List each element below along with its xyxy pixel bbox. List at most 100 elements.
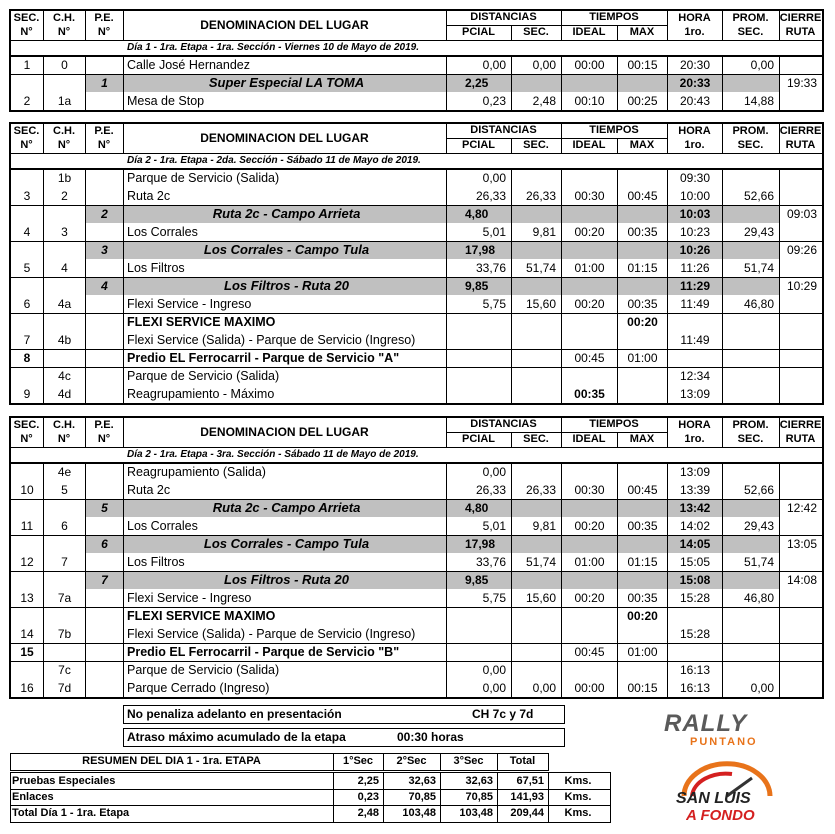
header-label: PCIAL	[462, 139, 495, 151]
header-label: C.H.	[53, 12, 75, 24]
cell-text: Los Filtros - Ruta 20	[224, 572, 349, 587]
header-label: N°	[20, 26, 33, 38]
header-label: DENOMINACION DEL LUGAR	[200, 131, 369, 145]
cell-text: 10:03	[679, 207, 711, 221]
cell-text: 4e	[57, 465, 72, 479]
cell-border	[497, 753, 549, 771]
cell-text: 9,81	[532, 225, 556, 239]
cell-text: 5,75	[482, 591, 506, 605]
cell-text: 4	[61, 261, 68, 275]
summary-cell: 32,63	[408, 775, 436, 787]
cell-text: 12	[20, 555, 34, 569]
header-label: N°	[97, 139, 111, 151]
cell-text: 00:00	[574, 58, 605, 72]
header-label: TIEMPOS	[589, 11, 639, 23]
cell-text: 20:33	[679, 76, 711, 90]
cell-text: 00:20	[574, 591, 605, 605]
cell-text: 5,01	[482, 225, 506, 239]
cell-text: Ruta 2c - Campo Arrieta	[212, 206, 361, 221]
summary-header: Total	[509, 755, 536, 767]
cell-text: 1b	[57, 171, 72, 185]
cell-text: 3	[61, 225, 68, 239]
header-label: PROM.	[732, 125, 769, 137]
header-label: N°	[20, 139, 33, 151]
cell-text: 01:00	[627, 645, 658, 659]
cell-text: 13:09	[679, 387, 711, 401]
cell-text: 6	[61, 519, 68, 533]
cell-text: 00:35	[627, 519, 658, 533]
cell-text: 8	[23, 351, 31, 365]
cell-text: 15:05	[679, 555, 711, 569]
cell-text: 20:30	[679, 58, 711, 72]
header-label: PCIAL	[462, 433, 495, 445]
header-label: DISTANCIAS	[470, 124, 537, 136]
header-label: HORA	[678, 12, 711, 24]
cell-text: 0,00	[482, 465, 506, 479]
cell-text: 29,43	[743, 519, 774, 533]
cell-text: 52,66	[743, 189, 774, 203]
summary-cell: 103,48	[402, 807, 436, 819]
cell-text: 29,43	[743, 225, 774, 239]
cell-text: 14:08	[786, 573, 817, 587]
cell-text: 00:15	[627, 681, 658, 695]
cell-text: Parque de Servicio (Salida)	[127, 171, 280, 185]
summary-box	[10, 772, 611, 823]
cell-text: 2,48	[532, 94, 556, 108]
header-label: IDEAL	[572, 26, 606, 38]
header-label: SEC.	[523, 26, 549, 38]
cell-text: 00:35	[627, 225, 658, 239]
cell-text: 01:00	[574, 555, 605, 569]
cell-text: Super Especial LA TOMA	[208, 75, 365, 90]
header-label: CIERRE	[779, 419, 822, 431]
cell-text: 26,33	[475, 189, 506, 203]
cell-text: 4d	[57, 387, 72, 401]
section-info: Día 2 - 1ra. Etapa - 2da. Sección - Sába…	[127, 155, 421, 166]
cell-text: Los Corrales	[127, 519, 198, 533]
cell-text: Parque de Servicio (Salida)	[127, 369, 280, 383]
cell-text: Los Filtros	[127, 261, 185, 275]
cell-text: 1	[23, 58, 31, 72]
header-label: SEC.	[737, 26, 764, 38]
summary-divider	[440, 772, 441, 823]
header-label: DENOMINACION DEL LUGAR	[200, 425, 369, 439]
cell-text: 0,00	[482, 681, 506, 695]
note-value: 00:30 horas	[397, 730, 464, 744]
header-label: P.E.	[94, 419, 114, 431]
cell-text: 09:03	[786, 207, 817, 221]
header-label: PCIAL	[462, 26, 495, 38]
summary-header: 2°Sec	[396, 755, 427, 767]
cell-text: 0,00	[532, 681, 556, 695]
section-info: Día 1 - 1ra. Etapa - 1ra. Sección - Vier…	[127, 42, 419, 53]
cell-text: 13:42	[679, 501, 711, 515]
cell-text: 6	[23, 297, 31, 311]
cell-text: 0,00	[482, 171, 506, 185]
gauge-icon	[681, 761, 773, 798]
cell-text: 7c	[58, 663, 71, 677]
cell-text: 33,76	[475, 555, 506, 569]
cell-text: 7a	[57, 591, 72, 605]
cell-text: 15:28	[679, 627, 711, 641]
cell-text: 7d	[57, 681, 72, 695]
special-band	[85, 205, 779, 223]
special-band	[85, 535, 779, 553]
cell-text: Mesa de Stop	[127, 94, 205, 108]
cell-text: 00:45	[627, 483, 658, 497]
cell-text: 15,60	[525, 297, 556, 311]
header-label: SEC.	[13, 419, 40, 431]
cell-text: 0	[61, 58, 68, 72]
header-label: SEC.	[13, 12, 40, 24]
header-label: RUTA	[785, 433, 816, 445]
cell-text: Flexi Service - Ingreso	[127, 297, 252, 311]
summary-cell: Enlaces	[12, 791, 54, 803]
cell-text: 10:29	[786, 279, 817, 293]
header-label: TIEMPOS	[589, 124, 639, 136]
cell-text: 4,80	[465, 501, 489, 515]
header-label: DISTANCIAS	[470, 418, 537, 430]
cell-text: FLEXI SERVICE MAXIMO	[127, 609, 276, 623]
header-label: PROM.	[732, 12, 769, 24]
cell-text: Ruta 2c	[127, 483, 171, 497]
cell-text: 09:26	[786, 243, 817, 257]
cell-text: 15:28	[679, 591, 711, 605]
cell-text: 20:43	[679, 94, 711, 108]
gauge-needle	[726, 776, 753, 798]
